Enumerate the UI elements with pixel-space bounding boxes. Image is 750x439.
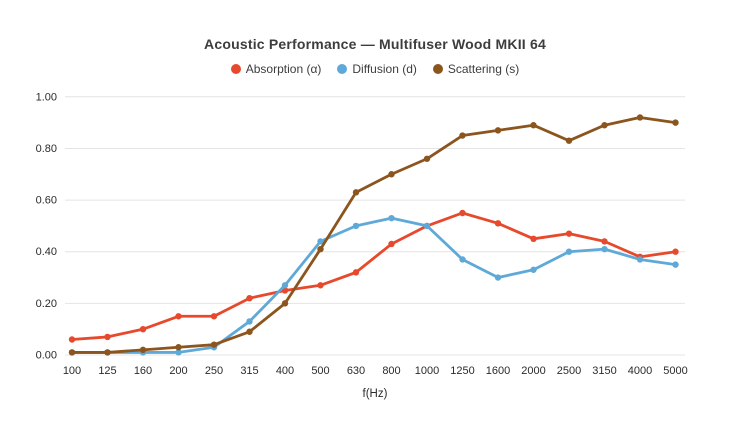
x-tick-label: 500 [311,365,329,377]
series-point [139,346,147,354]
series-line-diffusion [70,216,677,354]
series-line-absorption [70,211,677,341]
series-point [601,238,608,245]
series-point [246,328,253,335]
x-tick-label: 2500 [557,365,581,377]
y-tick-label: 1.00 [36,91,57,103]
series-point [210,341,218,348]
series-point [175,313,182,320]
series-point [530,122,537,129]
series-point [246,318,253,325]
series-point [352,222,360,230]
legend-dot-scattering-icon [432,64,443,74]
y-tick-label: 0.80 [36,143,57,155]
series-point [636,114,644,121]
series-point [565,137,573,144]
series-point [672,119,679,126]
series-point [388,214,395,222]
x-tick-label: 4000 [628,365,652,377]
legend-label-scattering: Scattering (s) [447,62,520,76]
legend-label-diffusion: Diffusion (d) [352,62,417,76]
series-point [601,122,608,129]
series-point [601,245,608,253]
legend-dot-diffusion-icon [337,64,348,74]
y-tick-label: 0.40 [36,246,57,258]
series-point [352,189,360,196]
series-point [459,132,466,139]
x-tick-label: 5000 [663,365,687,377]
legend-label-absorption: Absorption (α) [245,62,322,76]
x-tick-label: 315 [240,365,258,377]
x-tick-label: 3150 [592,365,616,377]
y-tick-label: 0.20 [36,298,57,310]
x-tick-label: 200 [169,365,187,377]
legend-item-diffusion: Diffusion (d) [337,62,417,76]
series-point [175,344,182,351]
series-point [210,313,218,320]
series-point [139,325,147,333]
series-point [530,235,537,243]
series-point [530,266,537,273]
series-point [672,261,679,268]
series-point [281,300,289,307]
x-tick-label: 2000 [521,365,545,377]
series-point [459,209,466,217]
series-point [636,256,644,263]
series-point [459,256,466,263]
series-point [423,155,431,162]
x-tick-label: 160 [134,365,152,377]
series-point [175,349,182,356]
x-tick-label: 1600 [486,365,510,377]
series-line-scattering [70,116,677,354]
legend: Absorption (α) Diffusion (d) Scattering … [0,62,750,76]
x-tick-label: 630 [347,365,365,377]
series-point [352,269,360,276]
series-point [565,230,573,237]
series-point [246,294,253,302]
series-point [281,282,289,289]
series-point [317,245,324,253]
series-point [68,336,76,343]
x-tick-label: 100 [63,365,81,377]
series-point [494,127,502,134]
series-point [104,349,111,356]
legend-item-absorption: Absorption (α) [230,62,322,76]
series-point [494,220,502,227]
series-point [68,349,76,356]
series-point [494,274,502,281]
y-tick-label: 0.00 [36,350,57,362]
x-tick-label: 800 [382,365,400,377]
x-tick-label: 1250 [450,365,474,377]
series-point [565,248,573,255]
legend-item-scattering: Scattering (s) [432,62,520,76]
x-tick-label: 125 [98,365,116,377]
x-tick-label: 1000 [415,365,439,377]
series-point [104,333,111,341]
x-axis-title: f(Hz) [363,388,388,400]
legend-dot-absorption-icon [230,64,241,74]
x-tick-label: 250 [205,365,223,377]
series-point [388,171,395,178]
series-point [672,248,679,255]
y-tick-label: 0.60 [36,195,57,207]
series-point [388,240,395,248]
series-point [423,222,431,230]
chart-title: Acoustic Performance — Multifuser Wood M… [204,36,546,52]
x-tick-label: 400 [276,365,294,377]
series-point [317,282,324,289]
series-point [317,238,324,245]
